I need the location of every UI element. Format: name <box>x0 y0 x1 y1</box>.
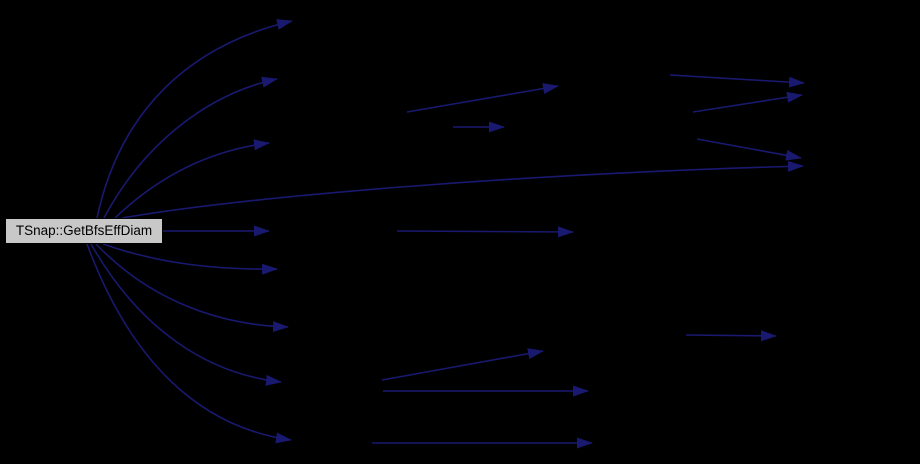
graph-edges <box>86 19 805 449</box>
call-edge-mid-up-right <box>406 83 559 113</box>
call-edge-low-up-right <box>381 348 544 381</box>
call-edge-right-mid <box>685 330 777 342</box>
call-edge-right-top-3 <box>696 138 802 161</box>
call-edge-fan-top-1 <box>96 19 293 219</box>
call-edge-fan-top-2 <box>103 76 278 219</box>
call-edge-fan-bottom-3 <box>90 243 282 386</box>
call-edge-fan-bottom-1 <box>102 243 278 275</box>
graph-node-label: TSnap::GetBfsEffDiam <box>15 223 153 239</box>
call-edge-fan-bottom-2 <box>95 243 289 333</box>
call-edge-right-top-2 <box>692 91 803 113</box>
call-edge-mid-horizontal <box>396 226 574 238</box>
call-edge-right-top-1 <box>669 74 805 88</box>
graph-node-tsnap-getbfseffdiam: TSnap::GetBfsEffDiam <box>5 218 163 244</box>
call-edge-fan-top-3 <box>114 139 270 219</box>
call-edge-fan-long-right <box>121 160 804 219</box>
call-edge-fan-bottom-4 <box>86 243 292 444</box>
